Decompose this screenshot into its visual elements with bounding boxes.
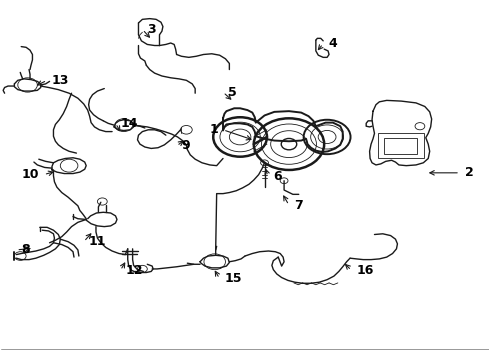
Text: 3: 3 — [147, 23, 156, 36]
Text: 4: 4 — [328, 37, 337, 50]
Text: 6: 6 — [273, 170, 281, 183]
Text: 10: 10 — [21, 168, 39, 181]
Text: 15: 15 — [224, 272, 242, 285]
Text: 5: 5 — [228, 86, 237, 99]
Text: 7: 7 — [294, 199, 303, 212]
Text: 14: 14 — [121, 117, 138, 130]
Text: 2: 2 — [465, 166, 474, 179]
Text: 8: 8 — [21, 243, 30, 256]
Bar — [378, 133, 424, 158]
Text: 16: 16 — [356, 264, 374, 277]
Text: 12: 12 — [125, 264, 143, 277]
Text: 1: 1 — [209, 123, 218, 136]
Text: 11: 11 — [89, 235, 106, 248]
Text: 9: 9 — [181, 139, 190, 152]
Text: 13: 13 — [52, 74, 70, 87]
Bar — [384, 138, 417, 154]
